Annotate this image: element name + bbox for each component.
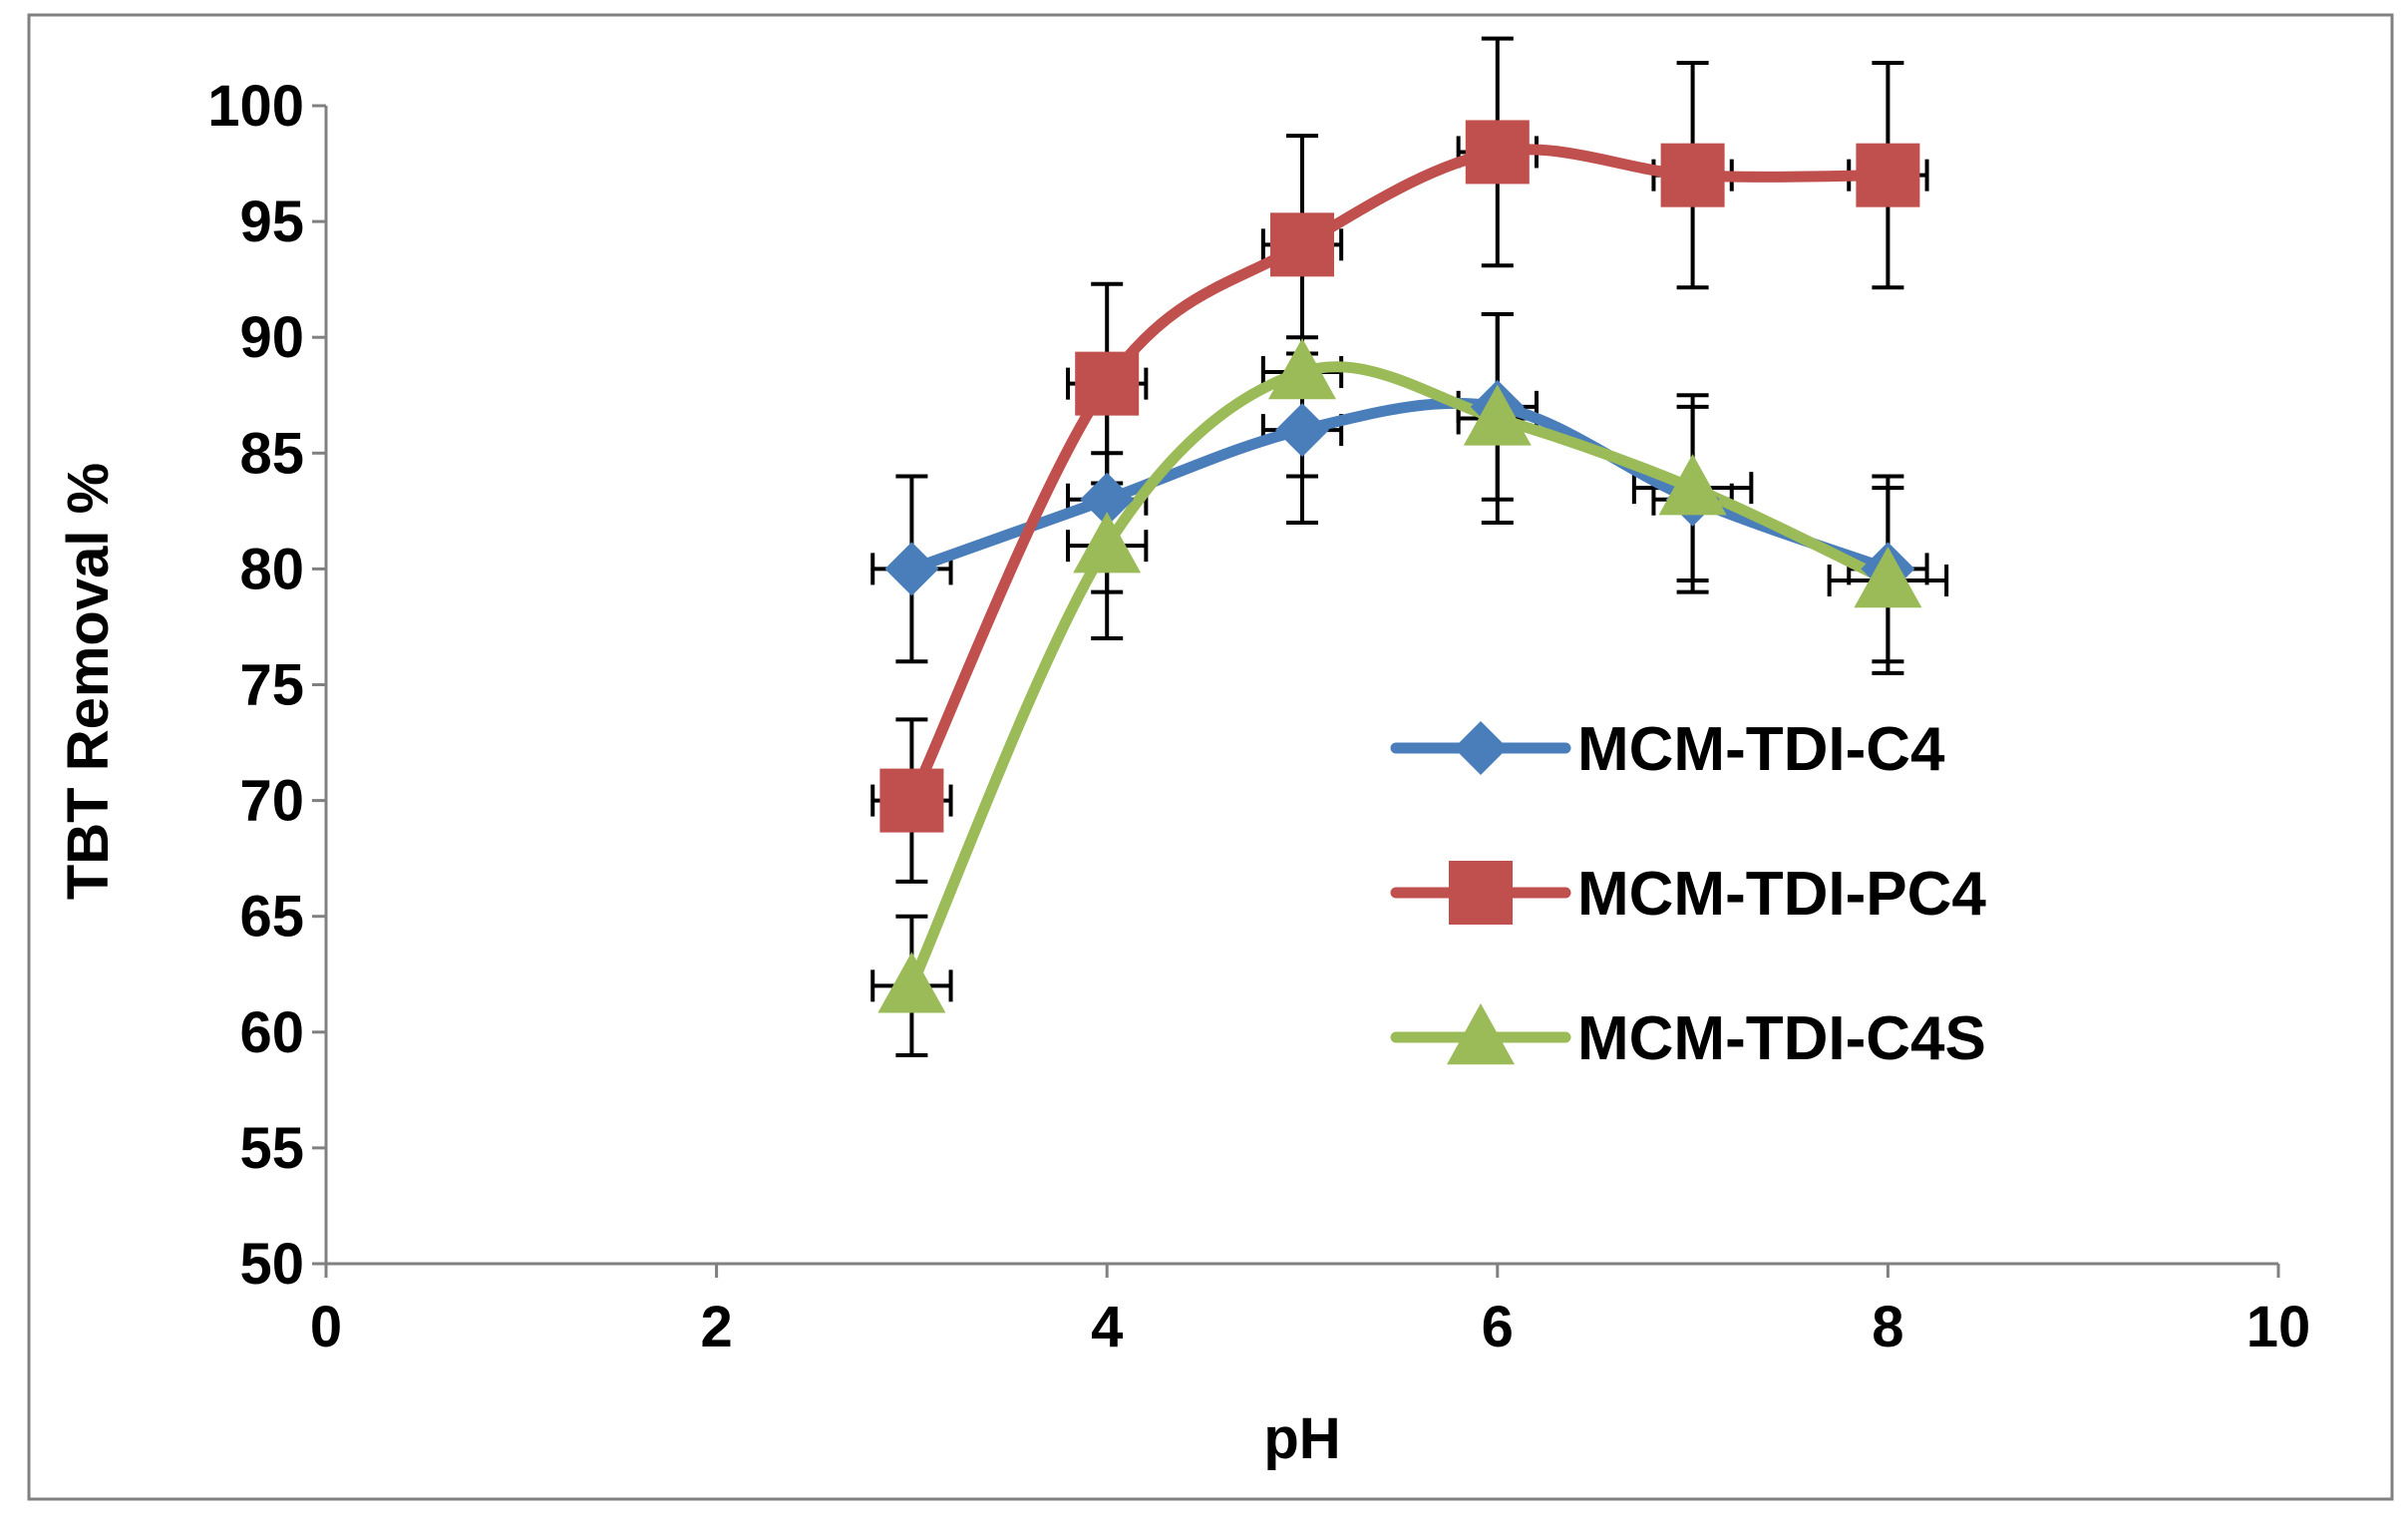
data-point bbox=[1075, 351, 1140, 416]
y-tick-label: 55 bbox=[239, 1116, 304, 1181]
data-point bbox=[884, 542, 939, 596]
data-point bbox=[1854, 547, 1922, 608]
y-tick-label: 50 bbox=[239, 1232, 304, 1297]
data-point bbox=[1270, 212, 1334, 277]
data-point bbox=[1658, 454, 1727, 516]
data-point bbox=[1080, 472, 1135, 527]
legend-entry: MCM-TDI-PC4 bbox=[1390, 860, 1986, 929]
x-tick-label: 4 bbox=[1091, 1295, 1123, 1359]
x-tick-label: 6 bbox=[1482, 1295, 1514, 1359]
legend-marker-swatch bbox=[1449, 861, 1513, 925]
legend-marker-swatch bbox=[1447, 1003, 1515, 1065]
markers-mcm-tdi-pc4 bbox=[879, 120, 1920, 833]
axes: 50 55 60 65 70 75 80 85 90 95 100 0 2 4 6 8 10 bbox=[207, 74, 2310, 1359]
data-point bbox=[1268, 338, 1336, 400]
data-point bbox=[1073, 512, 1142, 574]
data-point bbox=[1660, 143, 1725, 207]
legend-entry: MCM-TDI-C4 bbox=[1390, 715, 1945, 784]
x-tick-label: 8 bbox=[1872, 1295, 1903, 1359]
data-point bbox=[1856, 143, 1920, 207]
y-axis-title: TBT Removal % bbox=[56, 463, 121, 900]
legend-label: MCM-TDI-PC4 bbox=[1577, 860, 1986, 929]
chart-frame bbox=[27, 13, 2394, 1501]
x-tick-label: 2 bbox=[700, 1295, 732, 1359]
y-tick-label: 65 bbox=[239, 885, 304, 950]
x-tick-label: 10 bbox=[2246, 1295, 2311, 1359]
data-point bbox=[1465, 120, 1530, 185]
data-point bbox=[879, 768, 944, 833]
y-tick-label: 100 bbox=[207, 74, 304, 139]
y-tick-label: 80 bbox=[239, 537, 304, 601]
x-axis-title: pH bbox=[1263, 1406, 1340, 1471]
y-tick-label: 60 bbox=[239, 1000, 304, 1065]
series-markers bbox=[877, 120, 1922, 1013]
x-tick-label: 0 bbox=[310, 1295, 342, 1359]
legend-entry: MCM-TDI-C4S bbox=[1390, 1003, 1986, 1073]
legend: MCM-TDI-C4 MCM-TDI-PC4 MCM-TDI-C4S bbox=[1390, 715, 1986, 1073]
y-tick-label: 85 bbox=[239, 421, 304, 486]
legend-marker-swatch bbox=[1454, 721, 1508, 775]
y-tick-label: 70 bbox=[239, 769, 304, 834]
y-tick-label: 95 bbox=[239, 190, 304, 254]
data-point bbox=[1275, 403, 1329, 458]
y-tick-label: 75 bbox=[239, 653, 304, 718]
y-tick-label: 90 bbox=[239, 305, 304, 370]
data-point bbox=[1463, 384, 1532, 446]
markers-mcm-tdi-c4s bbox=[877, 338, 1922, 1013]
legend-label: MCM-TDI-C4S bbox=[1577, 1004, 1986, 1073]
legend-label: MCM-TDI-C4 bbox=[1577, 715, 1945, 784]
data-point bbox=[877, 952, 946, 1013]
